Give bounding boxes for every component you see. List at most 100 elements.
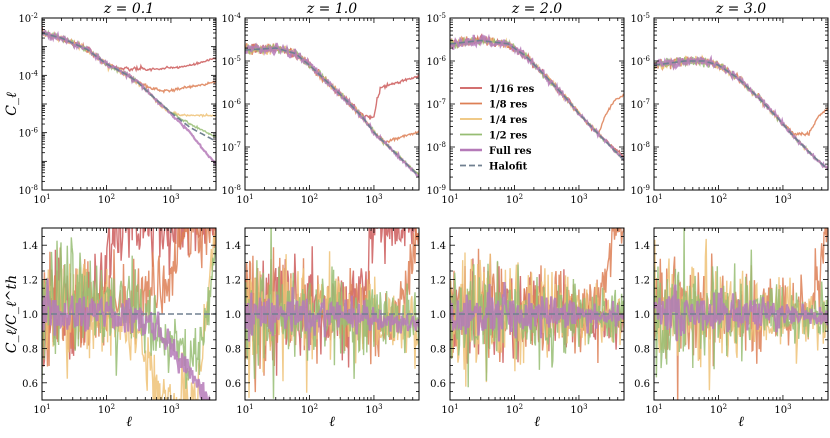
power-spectrum-panel-4: 101 102 103 10-9 10-8 10-7 10-6 10-5 z = 3.0 xyxy=(630,1,829,206)
series-1-8-res xyxy=(654,56,828,137)
panel-title: z = 0.1 xyxy=(103,1,154,17)
x-tick-label: 101 xyxy=(33,403,50,416)
x-tick-label: 103 xyxy=(365,403,382,416)
x-tick-label: 103 xyxy=(570,403,587,416)
plot-area xyxy=(42,26,216,166)
y-tick-label: 10-5 xyxy=(630,12,650,25)
y-tick-label: 1.2 xyxy=(430,276,446,287)
series-1-16-res xyxy=(245,42,419,121)
y-tick-label: 0.6 xyxy=(430,379,446,390)
x-tick-label: 103 xyxy=(162,403,179,416)
y-tick-label: 0.6 xyxy=(634,379,650,390)
legend-label: Halofit xyxy=(489,162,528,173)
panel-title: z = 2.0 xyxy=(511,1,562,17)
x-tick-label: 101 xyxy=(33,193,50,206)
x-tick-label: 103 xyxy=(365,193,382,206)
axes-frame xyxy=(653,17,829,191)
plot-area xyxy=(654,54,828,171)
legend-label: 1/16 res xyxy=(489,84,535,95)
plot-area xyxy=(654,228,828,400)
y-tick-label: 10-6 xyxy=(18,127,38,140)
x-axis-label: ℓ xyxy=(329,414,335,430)
x-tick-label: 101 xyxy=(441,403,458,416)
y-tick-label: 10-6 xyxy=(630,55,650,68)
y-tick-label: 1.4 xyxy=(22,241,38,252)
series-full-res xyxy=(450,281,624,342)
y-tick-label: 10-8 xyxy=(426,141,446,154)
y-tick-label: 0.8 xyxy=(634,344,650,355)
series-1-4-res xyxy=(654,54,828,171)
series-1-8-res xyxy=(245,43,419,146)
y-tick-label: 10-9 xyxy=(630,184,650,197)
x-tick-label: 102 xyxy=(506,403,523,416)
legend-label: Full res xyxy=(489,146,532,157)
legend-label: 1/4 res xyxy=(489,115,528,126)
y-tick-label: 1.0 xyxy=(430,310,446,321)
plot-area xyxy=(450,33,624,161)
series-1-16-res xyxy=(450,33,624,158)
series-full-res xyxy=(42,30,216,166)
x-axis-label: ℓ xyxy=(126,414,132,430)
series-full-res xyxy=(245,287,419,351)
ratio-panel-3: 101 102 103 0.6 0.8 1.0 1.2 1.4 ℓ xyxy=(430,227,625,430)
series-1-4-res xyxy=(450,36,624,160)
axes-frame xyxy=(41,17,217,191)
x-tick-label: 102 xyxy=(301,403,318,416)
ratio-panel-1: 101 102 103 0.6 0.8 1.0 1.2 1.4 ℓ C_ℓ/C_ℓ^th xyxy=(4,227,217,430)
ratio-panel-2: 101 102 103 0.6 0.8 1.0 1.2 1.4 ℓ xyxy=(225,227,420,430)
series-full-res xyxy=(654,54,828,171)
legend-label: 1/2 res xyxy=(489,131,528,142)
panel-title: z = 3.0 xyxy=(715,1,766,17)
y-tick-label: 10-5 xyxy=(221,55,241,68)
y-tick-label: 10-7 xyxy=(630,98,650,111)
y-tick-label: 10-8 xyxy=(221,184,241,197)
y-tick-label: 1.0 xyxy=(634,310,650,321)
series-halofit xyxy=(42,32,216,143)
y-tick-label: 10-8 xyxy=(18,184,38,197)
x-axis-label: ℓ xyxy=(738,414,744,430)
panel-title: z = 1.0 xyxy=(306,1,357,17)
y-tick-label: 10-6 xyxy=(426,55,446,68)
y-tick-label: 10-4 xyxy=(221,12,241,25)
power-spectrum-panel-1: 101 102 103 10-8 10-6 10-4 10-2 z = 0.1 C_ℓ xyxy=(4,1,217,206)
x-tick-label: 103 xyxy=(774,403,791,416)
x-tick-label: 103 xyxy=(774,193,791,206)
legend-label: 1/8 res xyxy=(489,100,528,111)
plot-area xyxy=(245,228,419,399)
power-spectrum-panel-3: 101 102 103 10-9 10-8 10-7 10-6 10-5 z = 2.0 1/16… xyxy=(426,1,625,206)
y-tick-label: 10-4 xyxy=(18,69,38,82)
series-1-16-res xyxy=(42,26,216,73)
y-axis-label: C_ℓ/C_ℓ^th xyxy=(4,275,20,353)
series-halofit xyxy=(654,60,828,171)
y-tick-label: 1.4 xyxy=(634,241,650,252)
x-tick-label: 102 xyxy=(301,193,318,206)
series-full-res xyxy=(654,284,828,342)
series-halofit xyxy=(450,39,624,161)
plot-area xyxy=(245,42,419,178)
x-tick-label: 102 xyxy=(98,193,115,206)
x-tick-label: 103 xyxy=(162,193,179,206)
y-tick-label: 1.0 xyxy=(22,310,38,321)
x-tick-label: 102 xyxy=(710,193,727,206)
power-spectrum-panel-2: 101 102 103 10-8 10-7 10-6 10-5 10-4 z = 1.0 xyxy=(221,1,420,206)
x-tick-label: 101 xyxy=(441,193,458,206)
y-tick-label: 10-7 xyxy=(426,98,446,111)
y-tick-label: 0.6 xyxy=(22,379,38,390)
y-tick-label: 1.4 xyxy=(225,241,241,252)
y-tick-label: 10-7 xyxy=(221,141,241,154)
y-tick-label: 0.8 xyxy=(225,344,241,355)
y-tick-label: 10-2 xyxy=(18,12,38,25)
series-1-2-res xyxy=(450,36,624,161)
y-tick-label: 0.8 xyxy=(430,344,446,355)
x-tick-label: 102 xyxy=(98,403,115,416)
series-1-2-res xyxy=(42,29,216,138)
y-tick-label: 0.8 xyxy=(22,344,38,355)
axes-frame xyxy=(244,17,420,191)
y-tick-label: 10-5 xyxy=(426,12,446,25)
y-tick-label: 10-8 xyxy=(630,141,650,154)
y-tick-label: 1.4 xyxy=(430,241,446,252)
series-1-4-res xyxy=(245,43,419,176)
y-tick-label: 1.2 xyxy=(22,276,38,287)
series-1-2-res xyxy=(245,43,419,176)
x-tick-label: 101 xyxy=(645,193,662,206)
